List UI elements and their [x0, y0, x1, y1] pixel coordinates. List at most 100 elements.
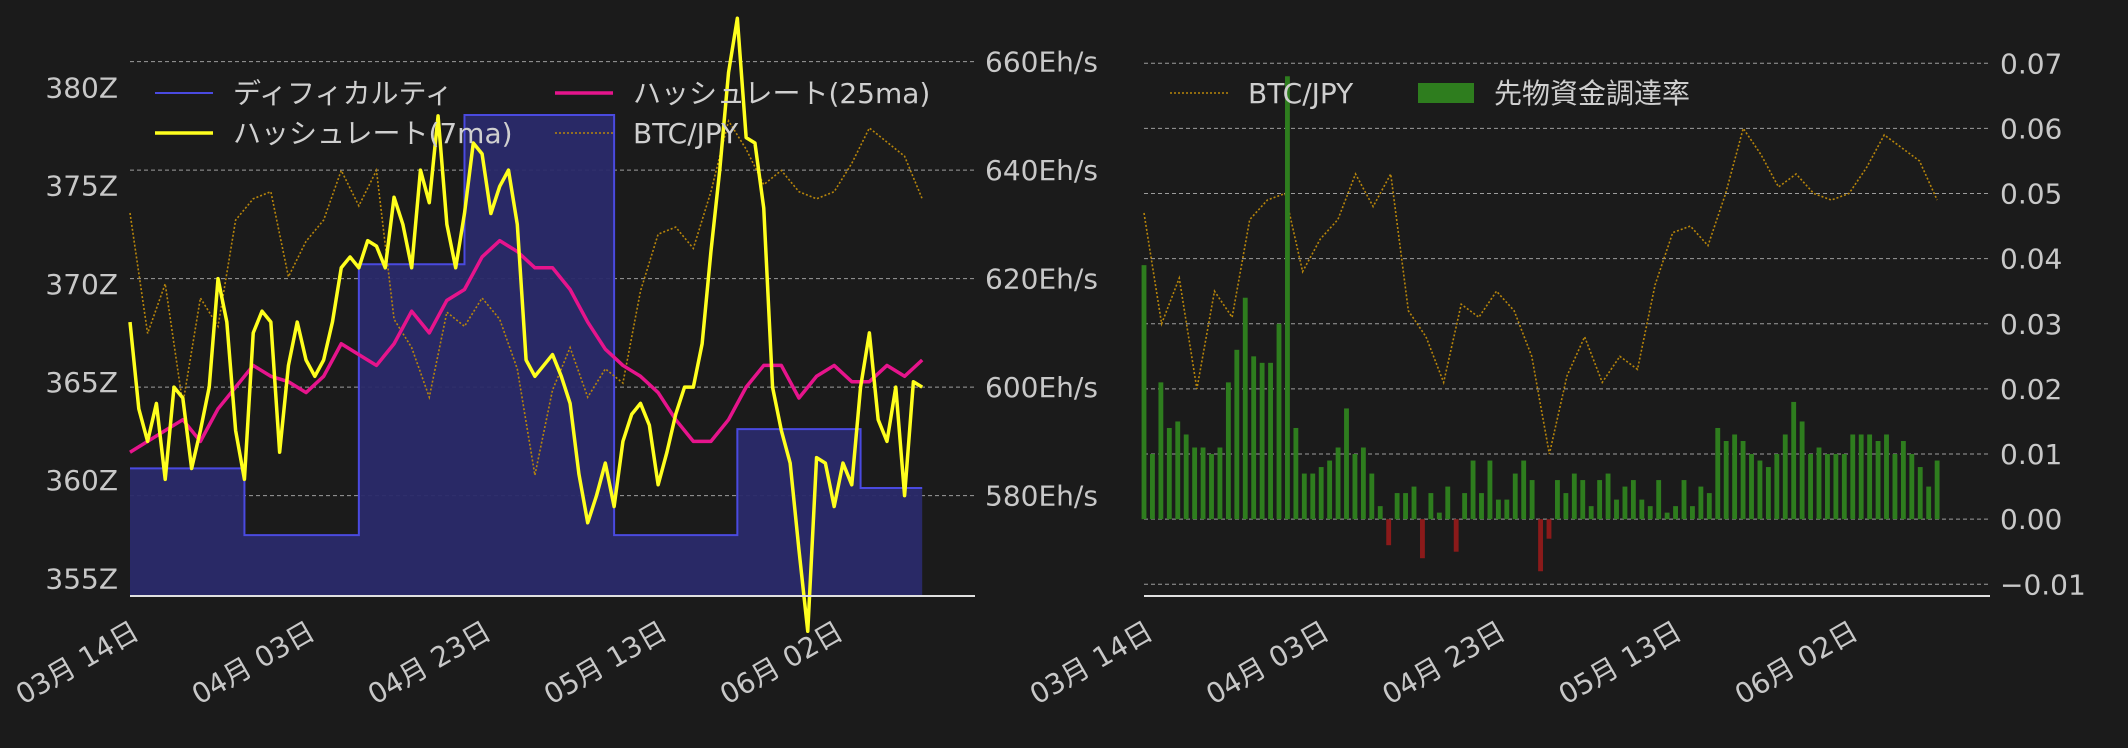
funding-rate-bar [1698, 486, 1704, 520]
funding-rate-bar [1630, 480, 1636, 520]
funding-rate-bar [1926, 486, 1932, 520]
funding-rate-bar [1900, 440, 1906, 520]
left-tick-label: 365Z [45, 366, 118, 399]
funding-rate-bar [1808, 454, 1813, 520]
funding-rate-bar [1681, 480, 1687, 520]
hashrate-25ma-series [129, 238, 924, 454]
right-tick-label: 0.00 [2000, 503, 2062, 536]
funding-rate-bar [1495, 499, 1501, 520]
legend-label-difficulty: ディフィカルティ [233, 77, 453, 110]
funding-rate-bar [1639, 499, 1645, 520]
right-tick-label: 0.06 [2000, 112, 2062, 145]
funding-rate-bar [1369, 473, 1375, 520]
funding-rate-bar [1445, 486, 1451, 520]
funding-rate-bar [1259, 362, 1265, 520]
funding-rate-bar [1335, 447, 1341, 520]
funding-rate-bar [1453, 519, 1459, 552]
funding-rate-bar [1183, 434, 1189, 520]
btc-jpy-line [129, 118, 923, 476]
funding-rate-bar [1673, 506, 1678, 520]
funding-rate-bar [1934, 460, 1940, 520]
funding-rate-bar [1487, 460, 1493, 520]
funding-rate-bar [1664, 512, 1670, 520]
left-tick-label: 380Z [45, 71, 118, 104]
funding-rate-bar [1293, 427, 1299, 520]
funding-rate-bar [1799, 421, 1805, 520]
funding-rate-bar [1360, 447, 1366, 520]
funding-rate-bar [1209, 454, 1214, 520]
funding-rate-bar [1833, 454, 1839, 520]
funding-rate-bar [1757, 460, 1763, 520]
funding-rate-bar [1782, 434, 1788, 520]
funding-rate-bar [1825, 454, 1830, 520]
funding-rate-bar [1158, 382, 1164, 520]
funding-rate-bar [1538, 519, 1543, 572]
funding-rate-bars [1141, 76, 1940, 572]
difficulty-line [130, 113, 923, 537]
funding-rate-bar [1462, 493, 1468, 520]
right-tick-label: 660Eh/s [985, 46, 1098, 79]
funding-rate-bar [1715, 427, 1721, 520]
funding-rate-bar [1512, 473, 1518, 520]
right-tick-label: 0.05 [2000, 178, 2062, 211]
hashrate-7ma-series [128, 16, 924, 634]
funding-rate-bar [1884, 434, 1889, 520]
funding-rate-bar [1251, 356, 1257, 520]
right-tick-label: 580Eh/s [985, 480, 1098, 513]
funding-rate-bar [1614, 499, 1619, 520]
funding-rate-bar [1318, 467, 1324, 520]
left-tick-label: 355Z [45, 562, 118, 595]
funding-rate-bar [1234, 349, 1240, 520]
funding-rate-bar [1647, 506, 1653, 520]
funding-rate-bar [1529, 480, 1535, 520]
right-tick-label: 0.02 [2000, 373, 2062, 406]
funding-rate-bar [1504, 499, 1510, 520]
funding-rate-bar [1605, 473, 1611, 520]
hashrate-7ma-line [128, 16, 924, 634]
left-tick-label: 370Z [45, 268, 118, 301]
funding-rate-bar [1909, 454, 1915, 520]
funding-rate-bar [1141, 265, 1147, 520]
right-tick-label: 0.01 [2000, 438, 2062, 471]
funding-rate-bar [1377, 506, 1383, 520]
left-tick-label: 375Z [45, 170, 118, 203]
funding-rate-bar [1470, 460, 1476, 520]
funding-rate-bar [1479, 493, 1484, 520]
funding-rate-bar [1656, 480, 1662, 520]
funding-rate-bar [1875, 440, 1881, 520]
chart2-gridlines [1144, 62, 1990, 585]
funding-rate-bar [1732, 434, 1738, 520]
funding-rate-bar [1285, 76, 1290, 520]
funding-rate-bar [1563, 493, 1569, 520]
legend-swatch-funding-rate [1418, 83, 1474, 103]
funding-rate-bar [1521, 460, 1527, 520]
funding-rate-bar [1344, 408, 1349, 520]
right-tick-label: −0.01 [2000, 568, 2086, 601]
funding-rate-bar [1150, 454, 1155, 520]
funding-rate-bar [1555, 480, 1560, 520]
funding-rate-bar [1225, 382, 1231, 520]
funding-rate-bar [1774, 454, 1780, 520]
funding-rate-bar [1597, 480, 1603, 520]
funding-rate-bar [1571, 473, 1577, 520]
funding-rate-bar [1276, 323, 1282, 520]
funding-rate-bar [1858, 434, 1864, 520]
funding-rate-bar [1268, 362, 1273, 520]
chart2-legend: BTC/JPY 先物資金調達率 [1170, 77, 1690, 110]
funding-rate-bar [1301, 473, 1307, 520]
right-tick-label: 0.07 [2000, 47, 2062, 80]
legend-label-hashrate-25ma: ハッシュレート(25ma) [633, 77, 930, 110]
legend-label-btc-jpy: BTC/JPY [633, 117, 739, 150]
funding-rate-bar [1588, 506, 1594, 520]
funding-rate-bar [1428, 493, 1434, 520]
right-tick-label: 0.04 [2000, 243, 2062, 276]
funding-rate-bar [1242, 297, 1248, 520]
funding-rate-bar [1420, 519, 1425, 559]
funding-rate-bar [1622, 486, 1628, 520]
right-tick-label: 0.03 [2000, 308, 2062, 341]
funding-rate-bar [1749, 454, 1754, 520]
funding-rate-bar [1791, 401, 1797, 520]
funding-rate-bar [1436, 512, 1442, 520]
